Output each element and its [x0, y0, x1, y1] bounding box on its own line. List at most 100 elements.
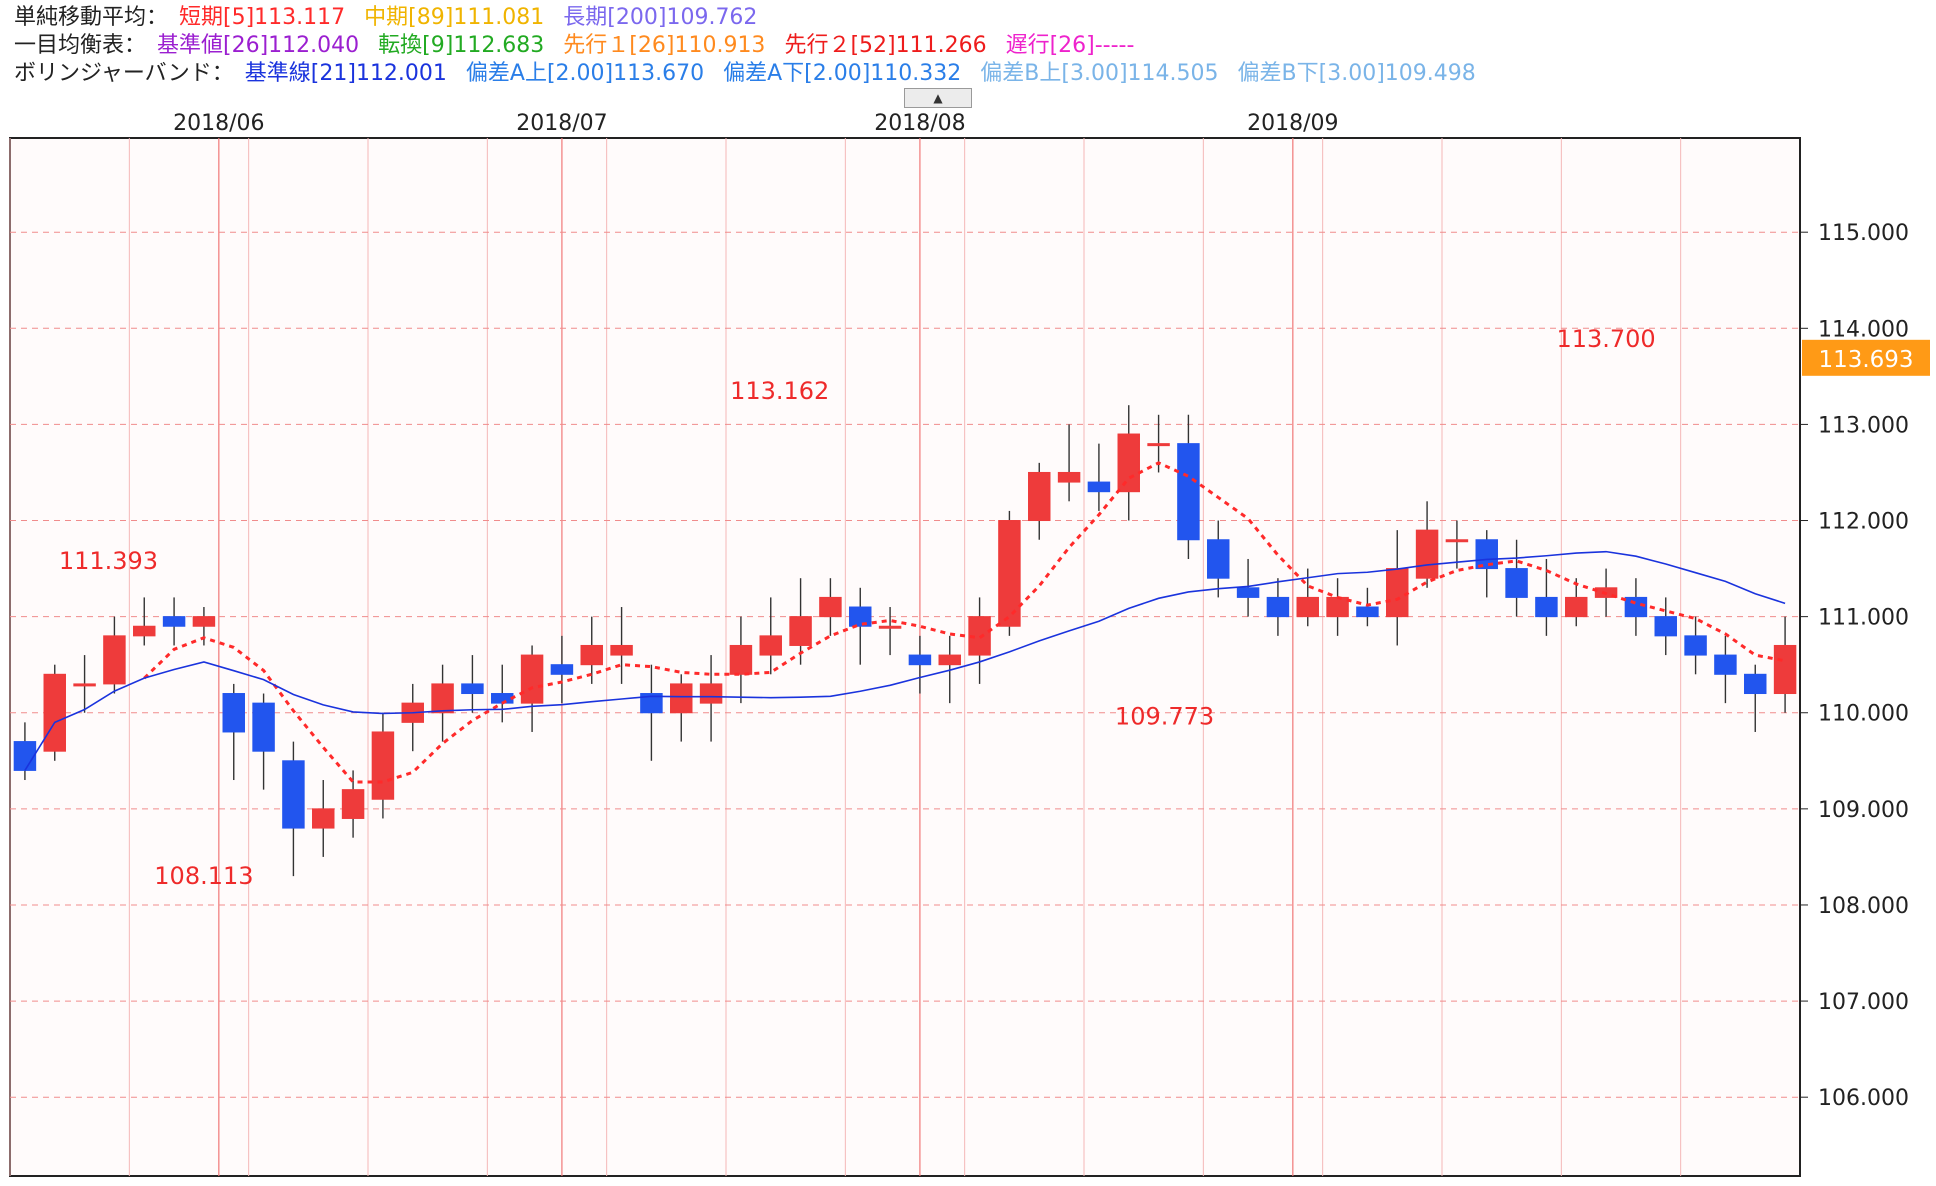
candle-body: [1415, 529, 1439, 579]
candle-body: [878, 625, 902, 629]
candle-body: [282, 760, 305, 829]
candle-body: [1177, 443, 1200, 541]
candle-body: [341, 789, 365, 819]
candle-body: [759, 635, 782, 656]
candle-body: [162, 616, 186, 627]
candle-body: [1654, 616, 1677, 637]
legend-ichimoku-base: 基準値[26]112.040: [157, 33, 360, 58]
legend-bb-middle: 基準線[21]112.001: [244, 61, 447, 86]
legend-row-sma: 単純移動平均： 短期[5]113.117 中期[89]111.081 長期[20…: [14, 3, 769, 33]
sma-short-line: [143, 461, 1786, 784]
candle-body: [1266, 596, 1290, 618]
candle-body: [670, 683, 693, 714]
candle-body: [461, 683, 484, 695]
current-price-marker: [1802, 339, 1930, 376]
candle-body: [1624, 596, 1648, 618]
candle-body: [998, 520, 1021, 627]
legend-bb-a-upper: 偏差A上[2.00]113.670: [465, 61, 705, 86]
candle-body: [1505, 568, 1528, 598]
candle-body: [729, 644, 753, 675]
candle-body: [819, 596, 842, 618]
candle-body: [968, 616, 991, 656]
candle-body: [1028, 471, 1051, 522]
legend-ichimoku-conversion: 転換[9]112.683: [378, 33, 545, 58]
candle-body: [640, 693, 663, 714]
candle-body: [789, 616, 812, 646]
price-chart: 2018/06 2018/07 2018/08 2018/09 106.000 107.0…: [9, 111, 1930, 1177]
price-annotation: 108.113: [154, 862, 253, 890]
candle-body: [1326, 596, 1349, 618]
candle-body: [1147, 443, 1170, 447]
price-annotation: 113.162: [730, 377, 829, 405]
y-tick-label: 109.000: [1818, 798, 1909, 823]
candle-body: [1236, 587, 1260, 598]
candle-body: [1356, 606, 1379, 618]
legend-sma-short: 短期[5]113.117: [179, 5, 346, 30]
indicator-legend: 単純移動平均： 短期[5]113.117 中期[89]111.081 長期[20…: [0, 0, 1936, 95]
candle-body: [252, 702, 275, 752]
candle-body: [520, 654, 544, 704]
y-tick-label: 106.000: [1818, 1086, 1909, 1111]
candle-body: [73, 683, 96, 687]
legend-sma-long: 長期[200]109.762: [563, 5, 758, 30]
y-tick-label: 112.000: [1818, 510, 1909, 535]
candle-body: [1714, 654, 1737, 675]
y-tick-label: 111.000: [1818, 606, 1909, 631]
legend-label-ichimoku: 一目均衡表：: [14, 33, 147, 58]
candle-body: [1296, 596, 1319, 618]
candle-body: [312, 808, 335, 829]
candle-body: [1475, 539, 1498, 570]
y-tick-label: 114.000: [1818, 317, 1909, 342]
x-tick-label: 2018/08: [874, 111, 965, 136]
candle-body: [1773, 644, 1797, 695]
bollinger-middle-line: [24, 550, 1786, 771]
x-tick-label: 2018/09: [1247, 111, 1338, 136]
candle-body: [1087, 481, 1111, 493]
legend-bb-b-lower: 偏差B下[3.00]109.498: [1237, 61, 1476, 86]
legend-ichimoku-lagging: 遅行[26]-----: [1005, 33, 1135, 58]
candle-body: [133, 625, 156, 637]
legend-label-sma: 単純移動平均：: [14, 5, 169, 30]
triangle-up-icon: ▲: [933, 91, 943, 105]
candle-body: [610, 644, 633, 656]
x-tick-label: 2018/06: [173, 111, 264, 136]
candle-body: [1057, 471, 1081, 483]
price-annotation: 113.700: [1556, 325, 1655, 353]
candle-body: [699, 683, 723, 704]
y-tick-label: 113.000: [1818, 413, 1909, 438]
candle-body: [550, 664, 574, 675]
current-price-label: 113.693: [1818, 347, 1913, 373]
candle-body: [431, 683, 454, 714]
legend-ichimoku-span2: 先行２[52]111.266: [784, 33, 987, 58]
candle-body: [1445, 539, 1469, 543]
candle-body: [1117, 433, 1140, 493]
candle-body: [1684, 635, 1707, 656]
legend-label-bollinger: ボリンジャーバンド：: [14, 61, 234, 86]
y-axis-area: [1800, 138, 1930, 1176]
plot-area: [9, 137, 1801, 1177]
candle-body: [938, 654, 961, 666]
candle-body: [13, 741, 37, 771]
legend-row-ichimoku: 一目均衡表： 基準値[26]112.040 転換[9]112.683 先行１[2…: [14, 31, 1146, 61]
price-annotation: 109.773: [1115, 703, 1214, 731]
y-tick-label: 110.000: [1818, 702, 1909, 727]
candle-body: [103, 635, 126, 685]
candle-body: [1207, 539, 1230, 579]
candle-body: [192, 616, 216, 627]
y-tick-label: 107.000: [1818, 990, 1909, 1015]
candle-body: [43, 673, 66, 752]
y-tick-label: 108.000: [1818, 894, 1909, 919]
candle-body: [849, 606, 872, 627]
collapse-legend-button[interactable]: ▲: [904, 88, 972, 108]
candle-body: [908, 654, 932, 666]
legend-ichimoku-span1: 先行１[26]110.913: [563, 33, 766, 58]
legend-row-bollinger: ボリンジャーバンド： 基準線[21]112.001 偏差A上[2.00]113.…: [14, 59, 1488, 89]
candle-body: [1535, 596, 1558, 618]
candle-body: [371, 731, 395, 800]
legend-bb-b-upper: 偏差B上[3.00]114.505: [980, 61, 1219, 86]
candle-body: [222, 693, 245, 733]
legend-sma-mid: 中期[89]111.081: [364, 5, 545, 30]
candle-body: [1565, 596, 1588, 618]
legend-bb-a-lower: 偏差A下[2.00]110.332: [723, 61, 962, 86]
candle-body: [1744, 673, 1767, 695]
